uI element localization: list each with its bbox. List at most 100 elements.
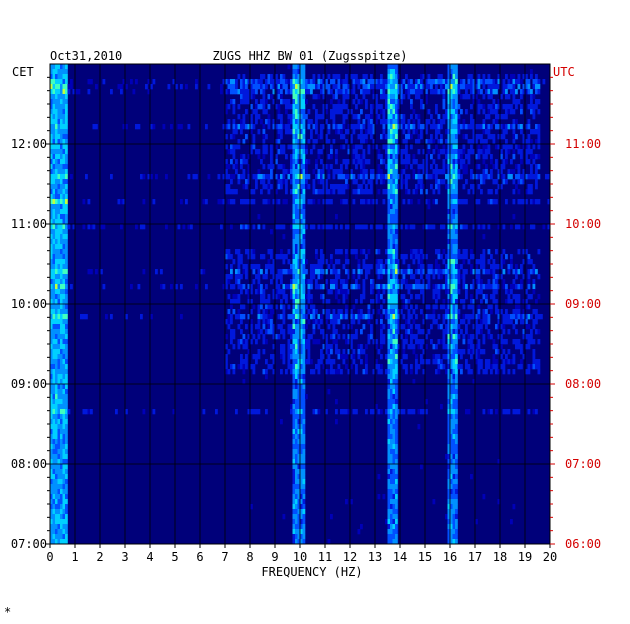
heatmap-cell <box>65 269 68 275</box>
heatmap-cell <box>225 104 228 110</box>
heatmap-cell <box>325 119 328 125</box>
heatmap-cell <box>382 144 386 150</box>
heatmap-cell <box>295 79 298 85</box>
heatmap-cell <box>482 339 486 345</box>
heatmap-cell <box>87 409 91 415</box>
heatmap-cell <box>295 269 298 275</box>
heatmap-cell <box>455 309 458 315</box>
heatmap-cell <box>387 194 391 200</box>
heatmap-cell <box>392 304 396 310</box>
heatmap-cell <box>392 279 396 285</box>
heatmap-cell <box>300 499 303 505</box>
heatmap-cell <box>60 89 63 95</box>
heatmap-cell <box>472 349 476 355</box>
heatmap-cell <box>55 204 58 210</box>
heatmap-cell <box>387 119 391 125</box>
heatmap-cell <box>250 284 253 290</box>
heatmap-cell <box>455 364 458 370</box>
heatmap-cell <box>280 79 283 85</box>
heatmap-cell <box>297 374 301 380</box>
heatmap-cell <box>447 484 451 490</box>
heatmap-cell <box>330 319 333 325</box>
heatmap-cell <box>362 149 366 155</box>
heatmap-cell <box>547 199 551 205</box>
heatmap-cell <box>252 264 256 270</box>
heatmap-cell <box>387 394 391 400</box>
heatmap-cell <box>282 254 286 260</box>
heatmap-cell <box>305 164 308 170</box>
heatmap-cell <box>420 464 423 470</box>
heatmap-cell <box>55 169 58 175</box>
heatmap-cell <box>57 479 61 485</box>
heatmap-cell <box>457 89 461 95</box>
heatmap-cell <box>317 199 321 205</box>
heatmap-cell <box>410 89 413 95</box>
heatmap-cell <box>535 314 538 320</box>
heatmap-cell <box>395 204 398 210</box>
heatmap-cell <box>380 344 383 350</box>
heatmap-cell <box>295 429 298 435</box>
heatmap-cell <box>242 224 246 230</box>
heatmap-cell <box>507 369 511 375</box>
heatmap-cell <box>65 334 68 340</box>
heatmap-cell <box>472 119 476 125</box>
heatmap-cell <box>50 324 53 330</box>
heatmap-cell <box>535 139 538 145</box>
heatmap-cell <box>260 294 263 300</box>
heatmap-cell <box>337 309 341 315</box>
heatmap-cell <box>512 84 516 90</box>
heatmap-cell <box>65 74 68 80</box>
heatmap-cell <box>395 399 398 405</box>
heatmap-cell <box>455 249 458 255</box>
heatmap-cell <box>57 429 61 435</box>
heatmap-cell <box>455 504 458 510</box>
heatmap-cell <box>360 249 363 255</box>
heatmap-cell <box>395 229 398 235</box>
heatmap-cell <box>425 129 428 135</box>
heatmap-cell <box>322 334 326 340</box>
heatmap-cell <box>320 114 323 120</box>
heatmap-cell <box>440 339 443 345</box>
heatmap-cell <box>292 414 296 420</box>
heatmap-cell <box>297 314 301 320</box>
heatmap-cell <box>347 274 351 280</box>
heatmap-cell <box>527 274 531 280</box>
heatmap-cell <box>472 184 476 190</box>
heatmap-cell <box>265 369 268 375</box>
heatmap-cell <box>410 124 413 130</box>
heatmap-cell <box>325 284 328 290</box>
heatmap-cell <box>287 144 291 150</box>
heatmap-cell <box>472 254 476 260</box>
heatmap-cell <box>300 169 303 175</box>
heatmap-cell <box>292 484 296 490</box>
heatmap-cell <box>352 274 356 280</box>
heatmap-cell <box>420 179 423 185</box>
heatmap-cell <box>125 124 128 130</box>
heatmap-cell <box>55 394 58 400</box>
heatmap-cell <box>342 324 346 330</box>
heatmap-cell <box>300 259 303 265</box>
heatmap-cell <box>302 369 306 375</box>
heatmap-cell <box>300 449 303 455</box>
heatmap-cell <box>52 184 56 190</box>
heatmap-cell <box>55 474 58 480</box>
heatmap-cell <box>455 179 458 185</box>
heatmap-cell <box>250 124 253 130</box>
heatmap-cell <box>52 199 56 205</box>
heatmap-cell <box>240 119 243 125</box>
heatmap-cell <box>337 169 341 175</box>
heatmap-cell <box>302 374 306 380</box>
heatmap-cell <box>267 189 271 195</box>
heatmap-cell <box>392 109 396 115</box>
heatmap-cell <box>387 219 391 225</box>
heatmap-cell <box>395 139 398 145</box>
heatmap-cell <box>412 274 416 280</box>
heatmap-cell <box>450 509 453 515</box>
heatmap-cell <box>452 484 456 490</box>
heatmap-cell <box>332 319 336 325</box>
heatmap-cell <box>387 84 391 90</box>
heatmap-cell <box>262 254 266 260</box>
heatmap-cell <box>375 264 378 270</box>
heatmap-cell <box>510 319 513 325</box>
heatmap-cell <box>240 99 243 105</box>
